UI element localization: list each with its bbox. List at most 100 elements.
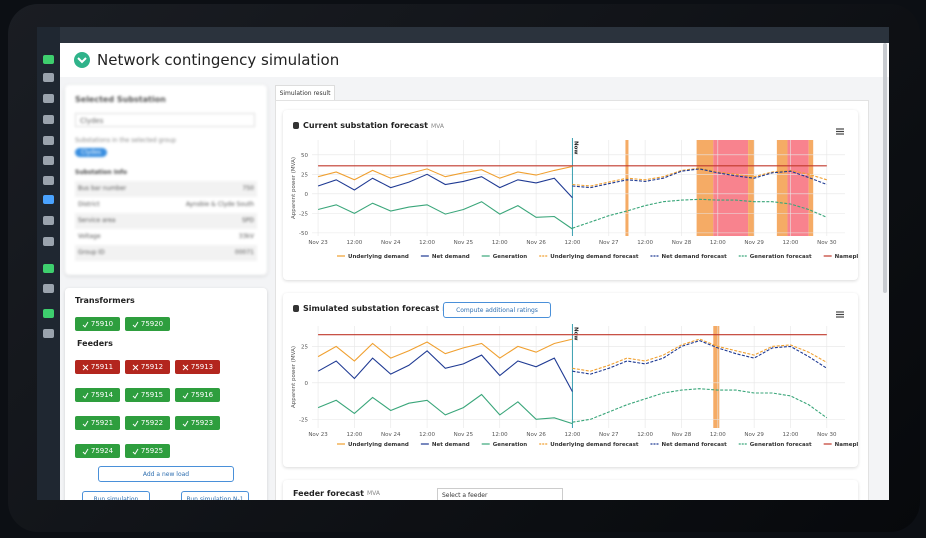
sidebar-icon[interactable] bbox=[43, 329, 54, 338]
run-button[interactable]: Run simulation bbox=[82, 491, 150, 500]
info-value: 33kV bbox=[238, 233, 254, 240]
equipment-button[interactable]: 75922 bbox=[125, 416, 170, 430]
feeder-card: Feeder forecast MVA Select a feeder bbox=[283, 480, 858, 500]
run-n1-button[interactable]: Run simulation N-1 bbox=[181, 491, 249, 500]
x-tick-label: 12:00 bbox=[492, 240, 508, 246]
card-title: Selected Substation bbox=[75, 95, 166, 104]
feeders-title: Feeders bbox=[77, 339, 113, 348]
equipment-button[interactable]: 75910 bbox=[75, 317, 120, 331]
equipment-button[interactable]: 75911 bbox=[75, 360, 120, 374]
equipment-button[interactable]: 75914 bbox=[75, 388, 120, 402]
info-key: Group ID bbox=[78, 249, 105, 256]
feeder-select[interactable]: Select a feeder bbox=[437, 488, 563, 500]
x-tick-label: 12:00 bbox=[419, 432, 435, 438]
equipment-button[interactable]: 75921 bbox=[75, 416, 120, 430]
legend-label: Generation forecast bbox=[750, 442, 812, 448]
series-line bbox=[317, 393, 573, 425]
info-value: 750 bbox=[242, 185, 254, 192]
sidebar-icon[interactable] bbox=[43, 94, 54, 103]
status-icon bbox=[132, 364, 139, 370]
sidebar-icon[interactable] bbox=[43, 115, 54, 124]
x-tick-label: 12:00 bbox=[565, 432, 581, 438]
x-tick-label: Nov 29 bbox=[744, 432, 764, 438]
legend-label: Underlying demand forecast bbox=[550, 254, 639, 260]
status-glyph bbox=[132, 420, 139, 427]
highlight-band bbox=[625, 140, 629, 236]
sidebar-icon[interactable] bbox=[43, 55, 54, 64]
sidebar-icon[interactable] bbox=[43, 73, 54, 82]
highlight-band bbox=[696, 140, 714, 236]
equipment-id: 75913 bbox=[190, 363, 214, 371]
x-tick-label: 12:00 bbox=[710, 240, 726, 246]
status-glyph bbox=[132, 392, 139, 399]
equipment-button[interactable]: 75913 bbox=[175, 360, 220, 374]
equipment-id: 75912 bbox=[140, 363, 164, 371]
chart-icon bbox=[293, 122, 299, 129]
x-tick-label: 12:00 bbox=[783, 240, 799, 246]
page-title: Network contingency simulation bbox=[97, 51, 340, 69]
y-tick-label: 0 bbox=[305, 381, 309, 387]
equipment-id: 75921 bbox=[90, 419, 114, 427]
info-row: Voltage 33kV bbox=[75, 229, 257, 245]
sidebar-icon[interactable] bbox=[43, 216, 54, 225]
equipment-card: Transformers Feeders 75910 75920 75911 7591… bbox=[65, 288, 267, 500]
scrollbar[interactable] bbox=[883, 43, 887, 293]
info-row: Bus bar number 750 bbox=[75, 181, 257, 197]
status-icon bbox=[82, 448, 89, 455]
sidebar-icon[interactable] bbox=[43, 195, 54, 204]
equipment-button[interactable]: 75925 bbox=[125, 444, 170, 458]
sidebar-icon[interactable] bbox=[43, 237, 54, 246]
info-key: Bus bar number bbox=[78, 185, 127, 192]
equipment-id: 75915 bbox=[140, 391, 164, 399]
sidebar-icon[interactable] bbox=[43, 136, 54, 145]
status-glyph bbox=[82, 364, 89, 370]
x-tick-label: 12:00 bbox=[637, 240, 653, 246]
chart: Current substation forecast MVA 50 25 0 -25 -5… bbox=[291, 121, 858, 260]
y-tick-label: -25 bbox=[299, 417, 308, 423]
y-tick-label: 50 bbox=[301, 153, 308, 159]
legend-label: Underlying demand bbox=[348, 254, 409, 260]
status-icon bbox=[132, 448, 139, 455]
info-table: Bus bar number 750 District Aynsbie & Clyde… bbox=[75, 181, 257, 261]
info-row: District Aynsbie & Clyde South bbox=[75, 197, 257, 213]
status-icon bbox=[182, 420, 189, 427]
highlight-band bbox=[713, 326, 720, 428]
screen: Network contingency simulation Selected … bbox=[37, 27, 889, 500]
status-icon bbox=[82, 364, 89, 370]
info-value: 00071 bbox=[234, 249, 254, 256]
compute-wrap: Compute additional ratings bbox=[443, 302, 551, 318]
status-icon bbox=[132, 321, 139, 328]
highlight-band bbox=[776, 140, 788, 236]
info-key: District bbox=[78, 201, 100, 208]
group-label: Substations in the selected group bbox=[75, 137, 176, 144]
substation-select[interactable]: Clydes bbox=[75, 113, 255, 127]
chart-card: Current substation forecast MVA 50 25 0 -25 -5… bbox=[283, 110, 858, 280]
sidebar-icon[interactable] bbox=[43, 176, 54, 185]
series-line bbox=[317, 350, 573, 392]
equipment-button[interactable]: 75920 bbox=[125, 317, 170, 331]
sidebar-icon[interactable] bbox=[43, 264, 54, 273]
status-glyph bbox=[82, 448, 89, 455]
sidebar-icon[interactable] bbox=[43, 284, 54, 293]
equipment-button[interactable]: 75912 bbox=[125, 360, 170, 374]
tab[interactable]: Simulation result bbox=[275, 85, 335, 101]
info-row: Group ID 00071 bbox=[75, 245, 257, 261]
now-label: Now bbox=[572, 141, 578, 154]
equipment-id: 75914 bbox=[90, 391, 114, 399]
compute-button[interactable]: Compute additional ratings bbox=[443, 302, 551, 318]
equipment-button[interactable]: 75924 bbox=[75, 444, 120, 458]
equipment-button[interactable]: 75915 bbox=[125, 388, 170, 402]
status-icon bbox=[132, 392, 139, 399]
sidebar bbox=[37, 27, 60, 500]
sidebar-icon[interactable] bbox=[43, 309, 54, 318]
equipment-button[interactable]: 75923 bbox=[175, 416, 220, 430]
add-load-button[interactable]: Add a new load bbox=[98, 466, 234, 482]
info-row: Service area SPD bbox=[75, 213, 257, 229]
x-tick-label: Nov 23 bbox=[308, 240, 328, 246]
equipment-id: 75916 bbox=[190, 391, 214, 399]
equipment-button[interactable]: 75916 bbox=[175, 388, 220, 402]
status-glyph bbox=[82, 420, 89, 427]
x-tick-label: Nov 25 bbox=[454, 240, 474, 246]
sidebar-icon[interactable] bbox=[43, 156, 54, 165]
